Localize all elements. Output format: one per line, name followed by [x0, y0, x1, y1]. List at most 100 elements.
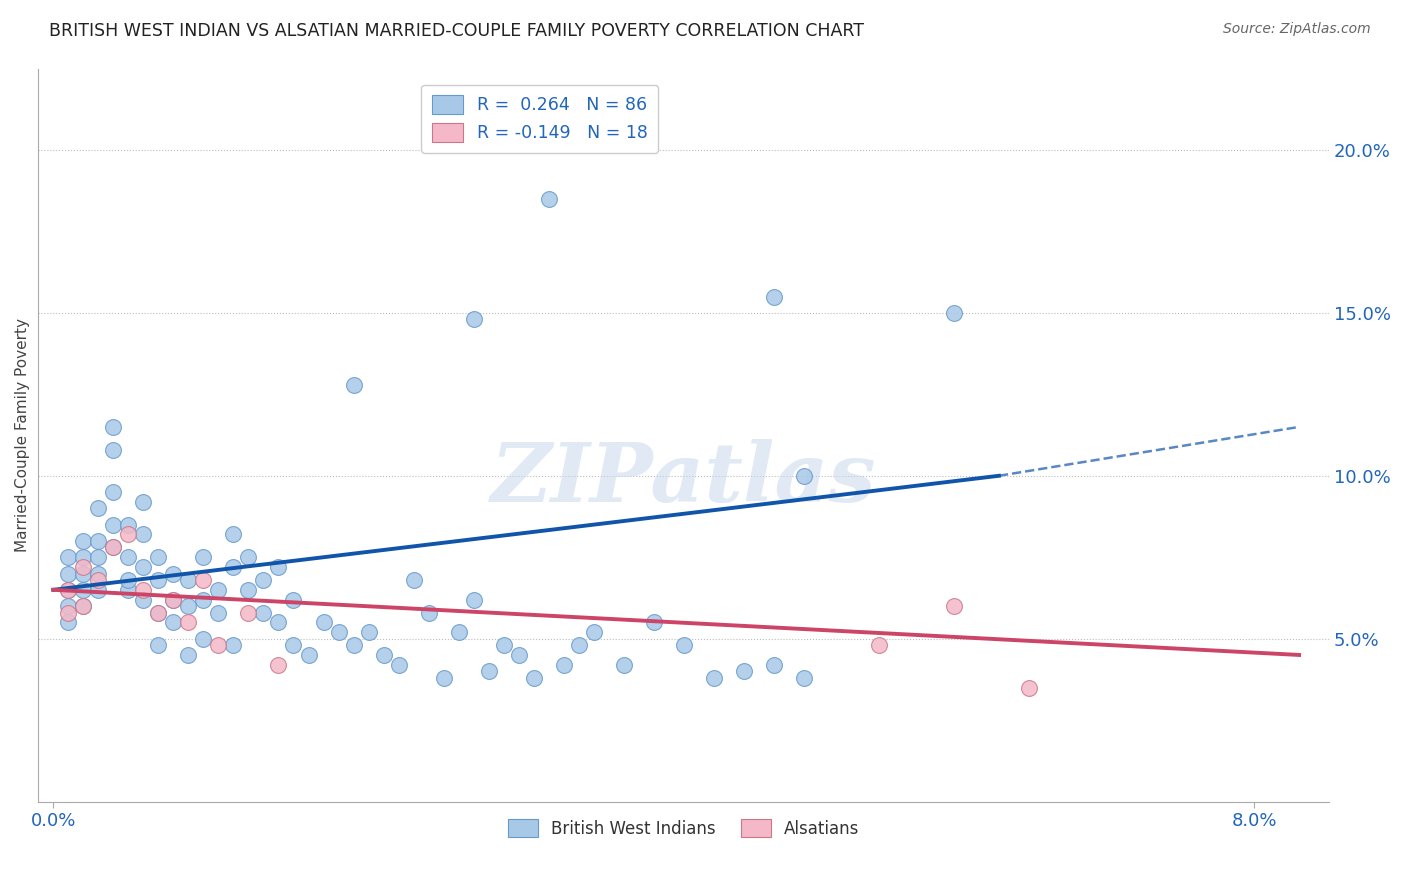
Point: [103, 485, 125, 500]
Point: [103, 517, 125, 532]
Point: [1018, 681, 1040, 695]
Point: [117, 517, 139, 532]
Point: [447, 625, 470, 640]
Point: [342, 377, 364, 392]
Point: [58, 599, 80, 613]
Point: [132, 495, 155, 509]
Point: [418, 606, 440, 620]
Point: [162, 615, 184, 630]
Point: [72, 599, 94, 613]
Point: [87, 550, 110, 565]
Point: [72, 582, 94, 597]
Point: [238, 550, 260, 565]
Point: [373, 648, 395, 662]
Point: [132, 560, 155, 574]
Point: [148, 550, 170, 565]
Point: [523, 671, 546, 685]
Legend: British West Indians, Alsatians: British West Indians, Alsatians: [501, 813, 866, 845]
Point: [238, 582, 260, 597]
Point: [613, 657, 636, 672]
Point: [72, 560, 94, 574]
Point: [162, 566, 184, 581]
Point: [103, 541, 125, 555]
Text: ZIPatlas: ZIPatlas: [491, 439, 876, 519]
Point: [148, 638, 170, 652]
Point: [432, 671, 454, 685]
Point: [328, 625, 350, 640]
Point: [117, 527, 139, 541]
Point: [72, 533, 94, 548]
Point: [267, 657, 290, 672]
Point: [162, 592, 184, 607]
Point: [87, 566, 110, 581]
Point: [762, 289, 785, 303]
Point: [868, 638, 890, 652]
Point: [793, 468, 815, 483]
Point: [672, 638, 695, 652]
Point: [177, 573, 200, 587]
Point: [297, 648, 319, 662]
Point: [582, 625, 605, 640]
Point: [117, 550, 139, 565]
Point: [553, 657, 575, 672]
Point: [103, 541, 125, 555]
Point: [643, 615, 665, 630]
Point: [162, 592, 184, 607]
Point: [72, 599, 94, 613]
Point: [117, 582, 139, 597]
Point: [942, 306, 965, 320]
Point: [222, 527, 245, 541]
Point: [132, 582, 155, 597]
Point: [283, 592, 305, 607]
Point: [762, 657, 785, 672]
Point: [72, 550, 94, 565]
Point: [207, 638, 229, 652]
Point: [463, 312, 485, 326]
Point: [267, 615, 290, 630]
Point: [87, 501, 110, 516]
Point: [357, 625, 380, 640]
Point: [177, 615, 200, 630]
Point: [733, 665, 755, 679]
Point: [252, 606, 274, 620]
Point: [193, 592, 215, 607]
Point: [177, 648, 200, 662]
Point: [238, 606, 260, 620]
Point: [72, 566, 94, 581]
Point: [148, 606, 170, 620]
Point: [103, 442, 125, 457]
Point: [568, 638, 591, 652]
Y-axis label: Married-Couple Family Poverty: Married-Couple Family Poverty: [15, 318, 30, 552]
Point: [58, 615, 80, 630]
Point: [252, 573, 274, 587]
Point: [193, 573, 215, 587]
Point: [193, 550, 215, 565]
Point: [148, 573, 170, 587]
Point: [508, 648, 530, 662]
Point: [132, 592, 155, 607]
Point: [387, 657, 409, 672]
Text: Source: ZipAtlas.com: Source: ZipAtlas.com: [1223, 22, 1371, 37]
Point: [942, 599, 965, 613]
Point: [58, 550, 80, 565]
Point: [463, 592, 485, 607]
Point: [222, 560, 245, 574]
Point: [222, 638, 245, 652]
Point: [478, 665, 501, 679]
Point: [58, 582, 80, 597]
Point: [193, 632, 215, 646]
Point: [58, 606, 80, 620]
Point: [58, 566, 80, 581]
Point: [492, 638, 515, 652]
Point: [267, 560, 290, 574]
Point: [793, 671, 815, 685]
Point: [342, 638, 364, 652]
Point: [207, 606, 229, 620]
Point: [312, 615, 335, 630]
Point: [103, 420, 125, 434]
Point: [132, 527, 155, 541]
Point: [537, 192, 560, 206]
Point: [283, 638, 305, 652]
Point: [177, 599, 200, 613]
Point: [58, 582, 80, 597]
